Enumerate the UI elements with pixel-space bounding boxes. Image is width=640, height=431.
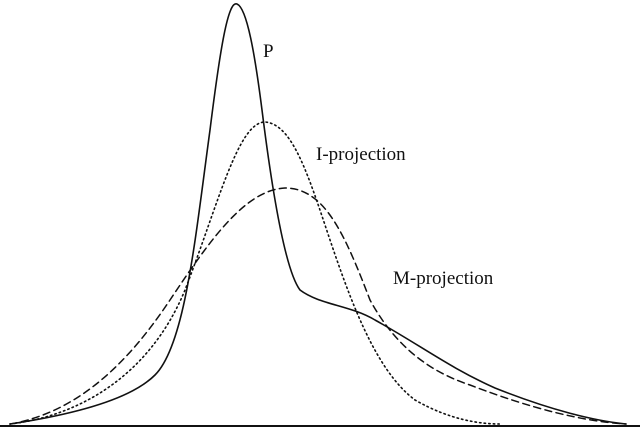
i-projection-curve (9, 121, 501, 425)
m-projection-label: M-projection (393, 268, 494, 289)
i-projection-label: I-projection (316, 144, 406, 165)
p-label: P (263, 41, 274, 62)
p-distribution-curve (9, 3, 627, 425)
m-projection-curve (9, 187, 627, 425)
